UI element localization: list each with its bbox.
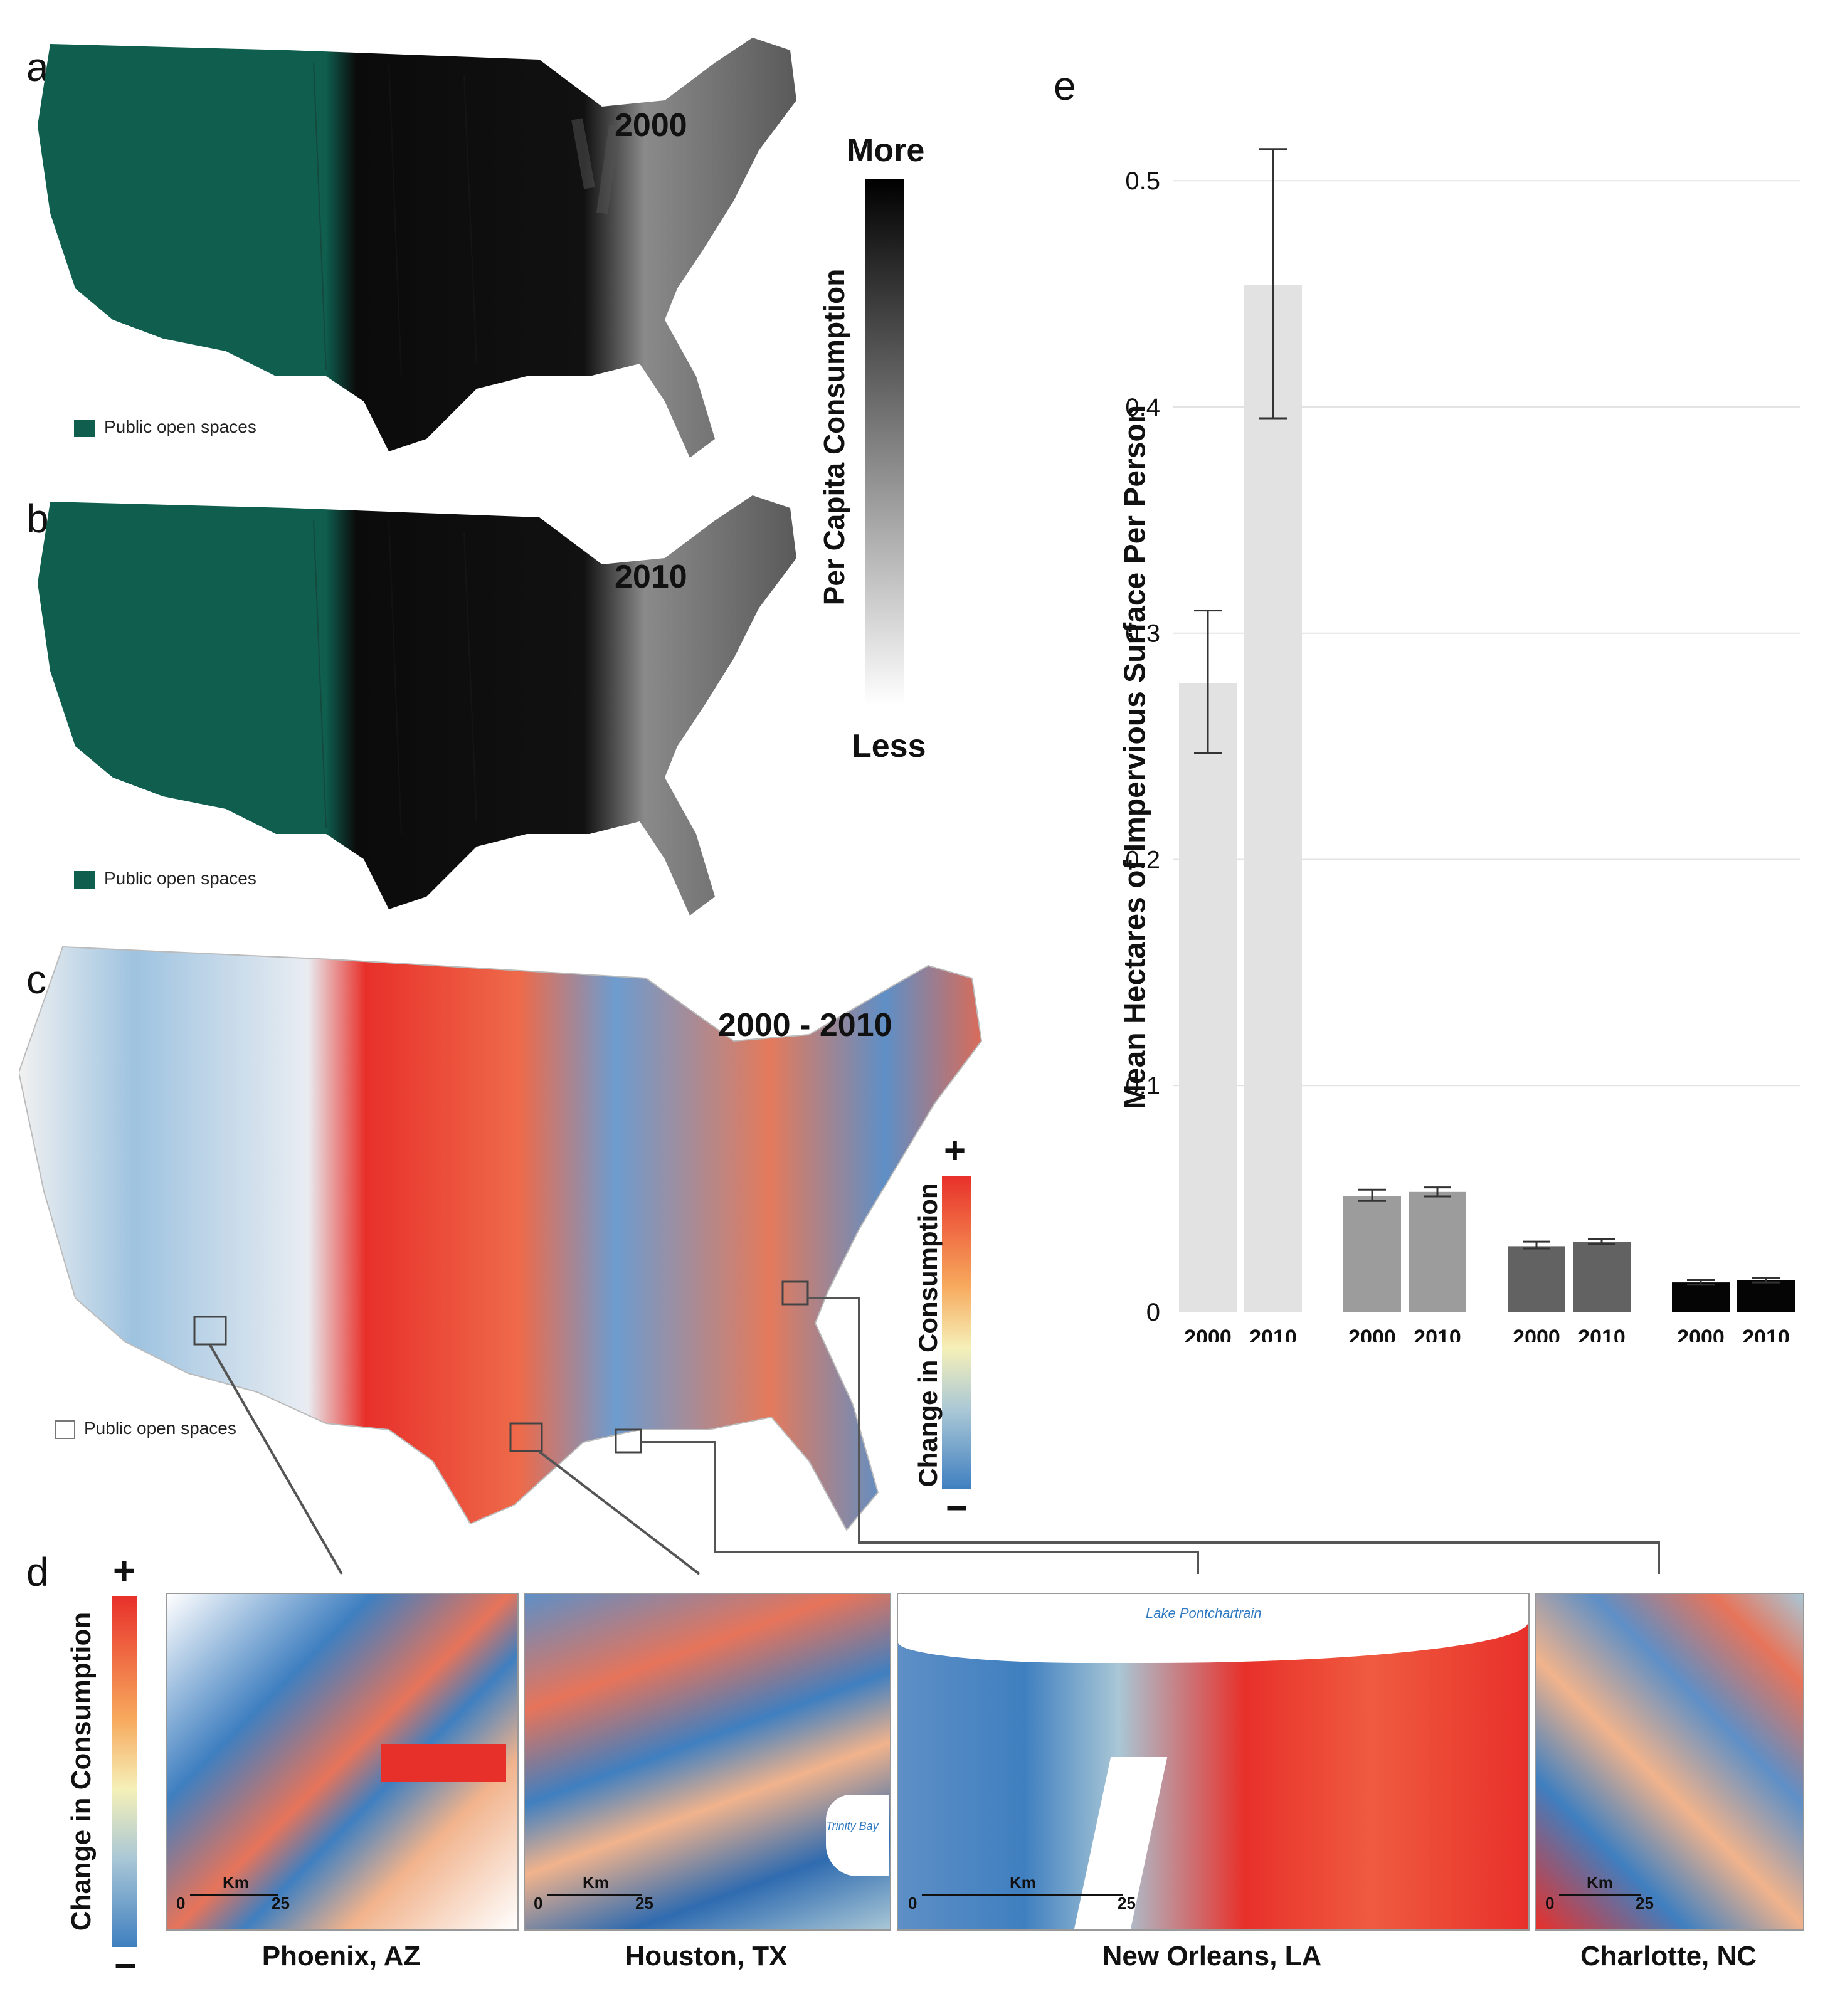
scale-min: 0 — [176, 1894, 186, 1913]
colorbar-more-label: More — [847, 132, 925, 169]
year-label-a: 2000 — [615, 107, 687, 144]
x-tick-year: 2010 — [1249, 1326, 1297, 1342]
lake-label: Lake Pontchartrain — [1146, 1605, 1262, 1621]
open-space-swatch — [74, 419, 95, 437]
scale-bar — [1559, 1894, 1641, 1896]
scale-bar — [547, 1894, 642, 1896]
legend-text-a: Public open spaces — [104, 417, 256, 436]
map-shape — [38, 495, 796, 916]
panel-label-e: e — [1054, 63, 1076, 108]
city-label-charlotte: Charlotte, NC — [1580, 1941, 1757, 1971]
scale-max: 25 — [635, 1894, 653, 1913]
inset-phoenix: 0 Km 25 — [166, 1593, 519, 1931]
scale-bar — [922, 1894, 1123, 1896]
y-tick-label: 0.5 — [1125, 167, 1160, 195]
scale-min: 0 — [908, 1894, 917, 1913]
scale-max: 25 — [1118, 1894, 1136, 1913]
change-colorbar-d — [112, 1596, 137, 1947]
y-tick-label: 0.2 — [1125, 846, 1160, 873]
us-map-change — [19, 946, 983, 1531]
open-space-swatch — [74, 870, 95, 889]
colorbar-change-title-d: Change in Consumption — [66, 1612, 97, 1931]
city-label-new-orleans: New Orleans, LA — [1102, 1941, 1322, 1971]
legend-open-space-b: Public open spaces — [74, 868, 256, 889]
colorbar-minus-d: − — [114, 1945, 137, 1988]
x-tick-year: 2010 — [1742, 1326, 1790, 1342]
scale-unit: Km — [1587, 1873, 1613, 1892]
x-tick-year: 2000 — [1184, 1326, 1232, 1342]
phoenix-locator — [193, 1316, 227, 1346]
colorbar-plus-c: + — [944, 1129, 966, 1171]
bar — [1508, 1246, 1565, 1312]
x-tick-year: 2010 — [1414, 1326, 1461, 1342]
scale-unit: Km — [1010, 1873, 1036, 1892]
map-shape — [19, 946, 983, 1531]
phoenix-hotspot — [381, 1744, 506, 1782]
bar — [1343, 1196, 1401, 1312]
scale-bar — [190, 1894, 278, 1896]
legend-open-space-a: Public open spaces — [74, 417, 256, 437]
inset-new-orleans: Lake Pontchartrain 0 Km 25 — [897, 1593, 1530, 1931]
change-colorbar-c — [942, 1176, 971, 1489]
legend-text-b: Public open spaces — [104, 868, 256, 888]
us-map-2000 — [38, 38, 796, 458]
year-label-c: 2000 - 2010 — [718, 1007, 892, 1043]
per-capita-colorbar — [865, 179, 904, 705]
bar — [1573, 1242, 1631, 1312]
bar — [1179, 683, 1237, 1312]
colorbar-minus-c: − — [946, 1487, 968, 1529]
scale-min: 0 — [1545, 1894, 1555, 1913]
scale-min: 0 — [534, 1894, 543, 1913]
scale-max: 25 — [272, 1894, 290, 1913]
city-label-houston: Houston, TX — [625, 1941, 788, 1971]
legend-text-c: Public open spaces — [84, 1418, 236, 1438]
panel-label-d: d — [26, 1549, 49, 1595]
x-tick-year: 2000 — [1348, 1326, 1396, 1342]
x-tick-year: 2000 — [1677, 1326, 1725, 1342]
legend-open-space-c: Public open spaces — [55, 1418, 236, 1439]
inset-charlotte: 0 Km 25 — [1535, 1593, 1804, 1931]
x-tick-year: 2000 — [1513, 1326, 1560, 1342]
houston-locator — [509, 1422, 543, 1452]
colorbar-less-label: Less — [852, 728, 926, 764]
us-map-2010 — [38, 495, 796, 916]
y-tick-label: 0.1 — [1125, 1072, 1160, 1100]
x-tick-year: 2010 — [1578, 1326, 1626, 1342]
panel-label-b: b — [26, 496, 49, 541]
colorbar-plus-d: + — [113, 1549, 136, 1593]
bar — [1244, 285, 1302, 1312]
city-label-phoenix: Phoenix, AZ — [262, 1941, 421, 1971]
y-tick-label: 0.4 — [1125, 394, 1160, 421]
trinity-bay-label: Trinity Bay — [826, 1820, 879, 1832]
open-space-swatch-empty — [55, 1420, 75, 1439]
y-tick-label: 0.3 — [1125, 620, 1160, 648]
scale-max: 25 — [1636, 1894, 1654, 1913]
trinity-bay — [826, 1795, 889, 1876]
scale-unit: Km — [223, 1873, 249, 1892]
year-label-b: 2010 — [615, 559, 687, 595]
bar — [1672, 1282, 1730, 1312]
scale-unit: Km — [583, 1873, 609, 1892]
inset-houston: Trinity Bay 0 Km 25 — [524, 1593, 891, 1931]
charlotte-locator — [781, 1280, 809, 1306]
panel-label-c: c — [26, 957, 46, 1002]
bar — [1737, 1280, 1795, 1312]
bar — [1409, 1191, 1466, 1312]
bar-chart: 00.10.20.30.40.520002010Ruraldensity2000… — [1125, 148, 1800, 1342]
lake-pontchartrain — [898, 1594, 1528, 1663]
y-tick-label: 0 — [1146, 1299, 1160, 1326]
